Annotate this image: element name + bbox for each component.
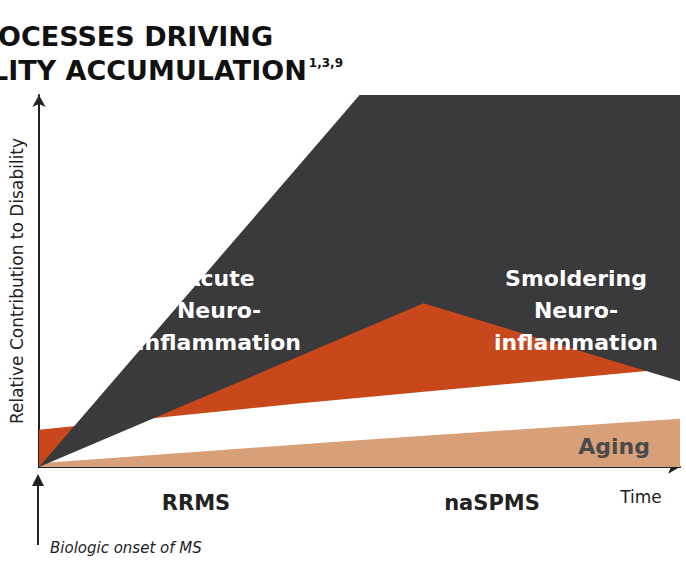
svg-text:Smoldering: Smoldering	[505, 266, 647, 291]
svg-text:DISABILITY ACCUMULATION: DISABILITY ACCUMULATION	[0, 55, 307, 86]
svg-text:1,3,9: 1,3,9	[309, 56, 343, 70]
svg-text:Neuro-: Neuro-	[177, 298, 261, 323]
svg-text:PROCESSES DRIVING: PROCESSES DRIVING	[0, 21, 273, 52]
svg-text:inflammation: inflammation	[137, 330, 301, 355]
svg-text:Aging: Aging	[578, 434, 650, 459]
svg-text:Time: Time	[619, 487, 662, 507]
svg-text:RRMS: RRMS	[162, 491, 230, 515]
svg-text:Neuro-: Neuro-	[534, 298, 618, 323]
svg-text:inflammation: inflammation	[494, 330, 658, 355]
svg-text:naSPMS: naSPMS	[444, 491, 540, 515]
svg-text:Biologic onset of MS: Biologic onset of MS	[50, 539, 202, 557]
svg-text:Relative Contribution to Disab: Relative Contribution to Disability	[7, 138, 27, 424]
svg-text:Acute: Acute	[183, 266, 254, 291]
